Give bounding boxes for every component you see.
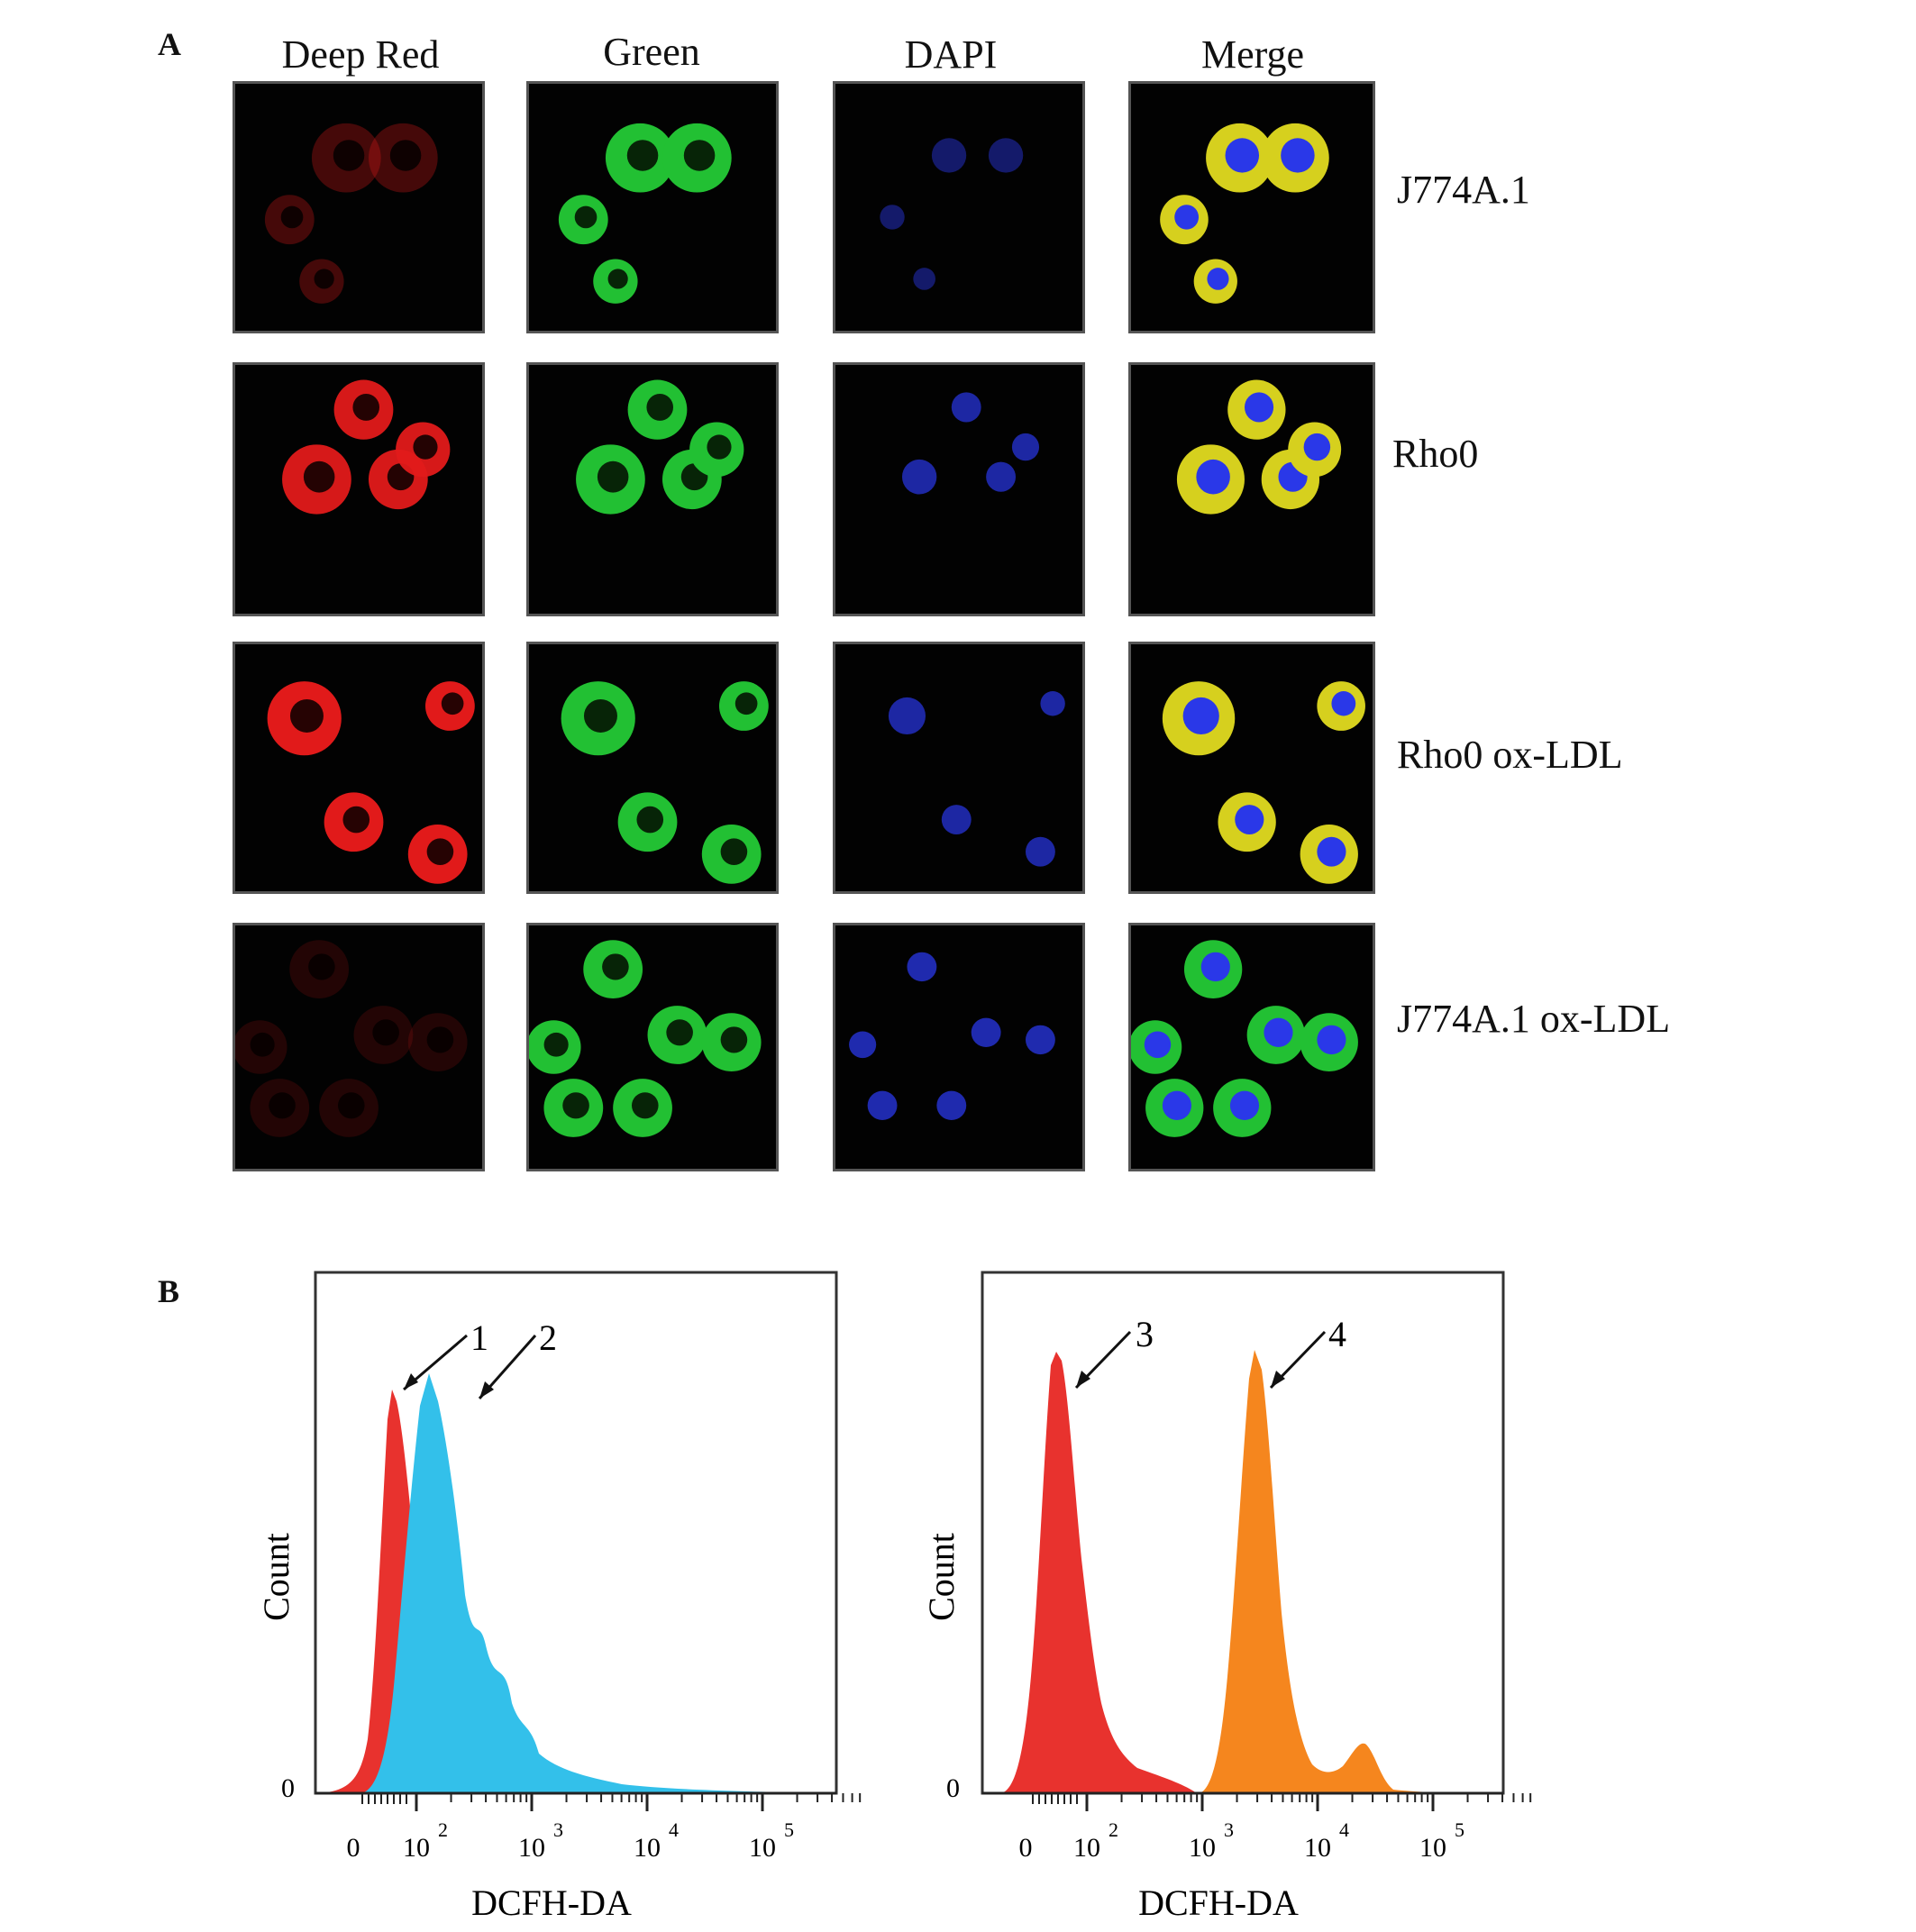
x-tick-label-1e5: 10 5 (1419, 1818, 1464, 1863)
histogram-4-area (1199, 1350, 1498, 1793)
peak-annotation-2: 2 (478, 1317, 557, 1399)
micrograph-rho0-green (526, 362, 779, 616)
svg-text:4: 4 (1339, 1818, 1349, 1841)
row-label-rho0-oxldl: Rho0 ox-LDL (1397, 733, 1623, 777)
x-axis-minor-ticks (1032, 1793, 1545, 1811)
x-axis-minor-ticks (361, 1793, 874, 1811)
micrograph-j774a1-oxldl-green (526, 923, 779, 1171)
y-axis-label: Count (921, 1533, 962, 1621)
svg-text:0: 0 (1019, 1833, 1033, 1863)
svg-text:4: 4 (669, 1818, 679, 1841)
peak-annotation-1: 1 (403, 1317, 488, 1391)
x-tick-label-0: 0 (347, 1833, 360, 1863)
x-axis-label: DCFH-DA (1138, 1882, 1299, 1923)
svg-text:10: 10 (403, 1833, 430, 1863)
flow-histogram-right: 0 Count DCFH-DA 0 10 2 10 3 10 4 10 5 3 4 (901, 1253, 1545, 1927)
x-tick-label-0: 0 (1019, 1833, 1033, 1863)
row-label-j774a1: J774A.1 (1397, 168, 1530, 212)
panel-b-letter: B (158, 1273, 180, 1309)
micrograph-j774a1-oxldl-merge (1128, 923, 1375, 1171)
x-tick-label-1e2: 10 2 (1073, 1818, 1118, 1863)
row-label-rho0: Rho0 (1392, 432, 1479, 476)
svg-text:4: 4 (1328, 1314, 1346, 1354)
peak-annotation-4: 4 (1269, 1314, 1346, 1390)
flow-histogram-left: 0 Count DCFH-DA 0 10 2 10 3 10 4 10 5 1 2 (234, 1253, 874, 1927)
micrograph-rho0-oxldl-deep-red (233, 642, 485, 894)
x-tick-label-1e4: 10 4 (634, 1818, 679, 1863)
x-tick-label-1e3: 10 3 (518, 1818, 563, 1863)
micrograph-rho0-oxldl-green (526, 642, 779, 894)
svg-text:10: 10 (749, 1833, 776, 1863)
x-tick-label-1e3: 10 3 (1189, 1818, 1234, 1863)
column-header-dapi: DAPI (904, 32, 998, 77)
column-header-deep-red: Deep Red (281, 32, 440, 77)
histogram-3-area (1000, 1352, 1197, 1793)
histogram-2-area (360, 1373, 829, 1793)
y-axis-label: Count (256, 1533, 297, 1621)
micrograph-rho0-dapi (833, 362, 1085, 616)
svg-text:2: 2 (539, 1317, 557, 1358)
x-axis-label: DCFH-DA (471, 1882, 632, 1923)
svg-text:10: 10 (1419, 1833, 1446, 1863)
svg-text:5: 5 (784, 1818, 794, 1841)
svg-text:3: 3 (1224, 1818, 1234, 1841)
svg-text:10: 10 (634, 1833, 661, 1863)
peak-annotation-3: 3 (1074, 1314, 1154, 1390)
micrograph-j774a1-oxldl-dapi (833, 923, 1085, 1171)
x-tick-label-1e2: 10 2 (403, 1818, 448, 1863)
micrograph-rho0-oxldl-merge (1128, 642, 1375, 894)
micrograph-j774a1-oxldl-deep-red (233, 923, 485, 1171)
svg-text:3: 3 (1136, 1314, 1154, 1354)
micrograph-j774a1-merge (1128, 81, 1375, 333)
y-zero-label: 0 (946, 1773, 960, 1803)
column-header-merge: Merge (1200, 32, 1305, 77)
x-tick-label-1e4: 10 4 (1304, 1818, 1349, 1863)
micrograph-rho0-oxldl-dapi (833, 642, 1085, 894)
svg-text:5: 5 (1455, 1818, 1464, 1841)
column-header-green: Green (603, 30, 700, 74)
micrograph-rho0-merge (1128, 362, 1375, 616)
svg-text:2: 2 (438, 1818, 448, 1841)
x-tick-label-1e5: 10 5 (749, 1818, 794, 1863)
row-label-j774a1-oxldl: J774A.1 ox-LDL (1397, 997, 1671, 1041)
svg-text:3: 3 (553, 1818, 563, 1841)
svg-text:10: 10 (1073, 1833, 1100, 1863)
svg-text:1: 1 (470, 1317, 488, 1358)
micrograph-rho0-deep-red (233, 362, 485, 616)
micrograph-j774a1-deep-red (233, 81, 485, 333)
svg-text:10: 10 (1304, 1833, 1331, 1863)
panel-a-letter: A (158, 26, 181, 62)
svg-text:10: 10 (1189, 1833, 1216, 1863)
y-zero-label: 0 (281, 1773, 295, 1803)
svg-text:10: 10 (518, 1833, 545, 1863)
micrograph-j774a1-green (526, 81, 779, 333)
micrograph-j774a1-dapi (833, 81, 1085, 333)
svg-text:2: 2 (1109, 1818, 1118, 1841)
svg-text:0: 0 (347, 1833, 360, 1863)
